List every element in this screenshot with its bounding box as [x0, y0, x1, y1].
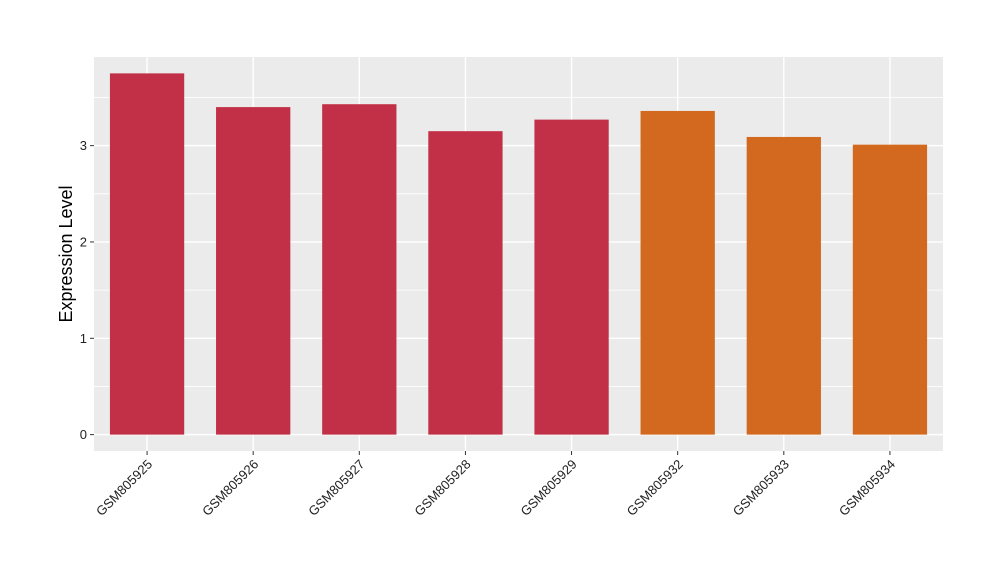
y-tick-label: 0 — [80, 427, 87, 442]
bars — [109, 73, 928, 435]
y-tick-label: 1 — [80, 331, 87, 346]
bar-GSM805932 — [640, 110, 715, 435]
x-tick-label: GSM805927 — [305, 457, 367, 519]
x-tick-label: GSM805934 — [836, 457, 898, 519]
x-tick-label: GSM805928 — [411, 457, 473, 519]
x-tick-label: GSM805929 — [517, 457, 579, 519]
bar-GSM805925 — [109, 73, 185, 435]
x-tick-label: GSM805933 — [730, 457, 792, 519]
bar-GSM805926 — [216, 107, 291, 435]
y-axis: 0 1 2 3 — [80, 138, 94, 442]
y-tick-label: 2 — [80, 234, 87, 249]
x-tick-label: GSM805932 — [624, 457, 686, 519]
bar-GSM805927 — [322, 104, 397, 435]
x-axis: GSM805925 GSM805926 GSM805927 GSM805928 GSM8… — [93, 451, 898, 519]
x-tick-label: GSM805926 — [199, 457, 261, 519]
bar-GSM805929 — [534, 119, 609, 435]
y-tick-label: 3 — [80, 138, 87, 153]
bar-GSM805928 — [428, 131, 503, 435]
bar-GSM805934 — [852, 144, 928, 435]
y-axis-title: Expression Level — [56, 185, 76, 322]
bar-GSM805933 — [746, 136, 821, 435]
x-tick-label: GSM805925 — [93, 457, 155, 519]
